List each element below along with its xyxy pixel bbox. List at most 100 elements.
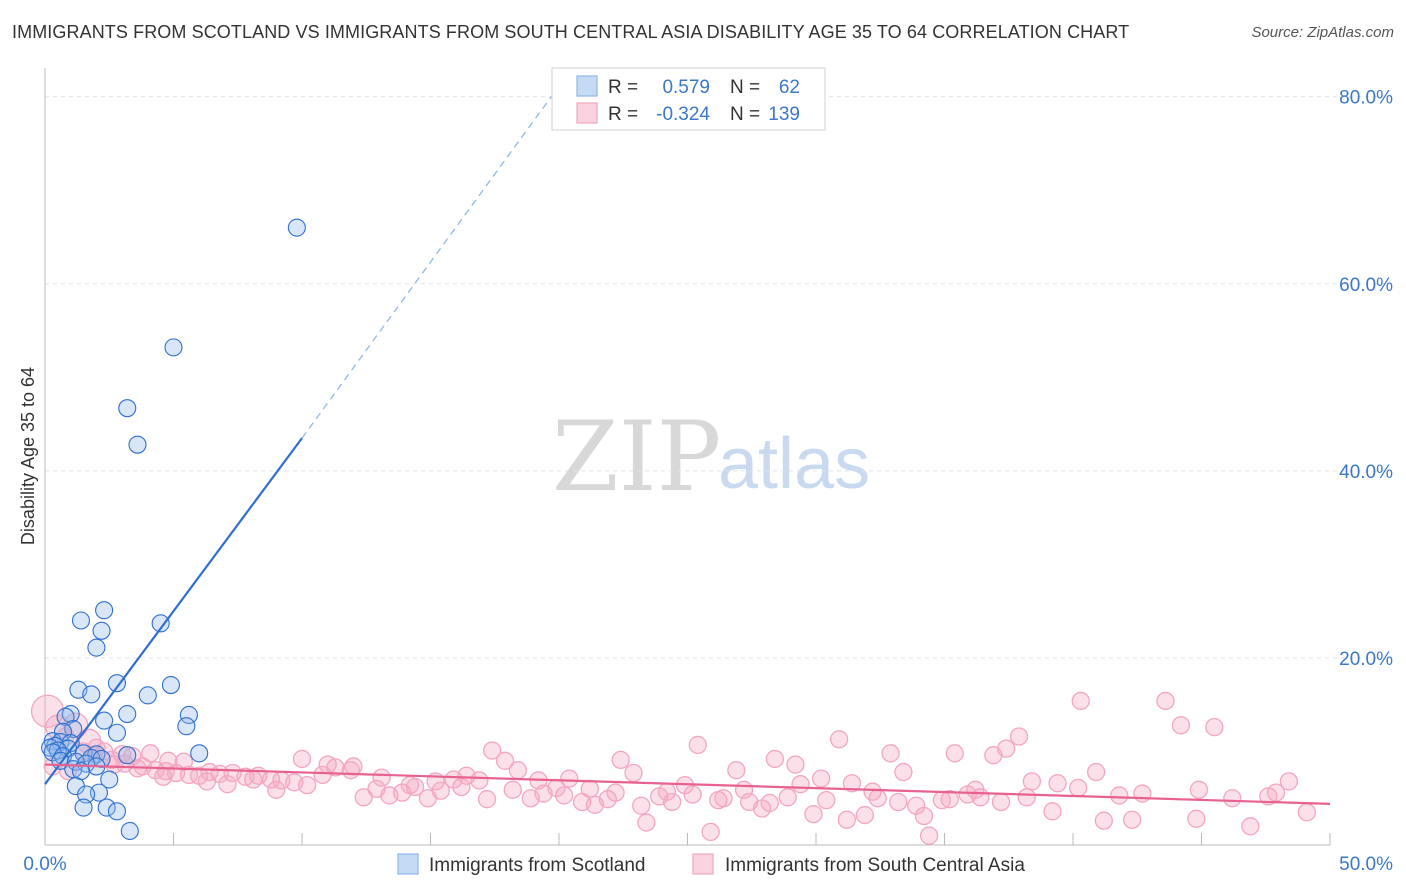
point-south-central-asia [174,752,193,771]
point-scotland [128,435,147,454]
gridlines [45,96,1392,659]
point-south-central-asia [354,788,373,807]
point-south-central-asia [508,761,528,780]
y-tick-label: 20.0% [1339,649,1393,670]
point-south-central-asia [778,788,797,807]
x-tick-label-max: 50.0% [1339,854,1393,875]
point-south-central-asia [606,783,625,802]
point-south-central-asia [662,792,682,812]
point-south-central-asia [1071,691,1090,711]
point-south-central-asia [889,792,908,812]
watermark-zip: ZIP [552,401,721,513]
point-south-central-asia [554,786,574,805]
point-south-central-asia [292,749,312,769]
point-south-central-asia [495,751,515,770]
point-south-central-asia [855,805,874,825]
point-south-central-asia [945,744,964,763]
watermark-atlas: atlas [718,424,870,504]
point-south-central-asia [1094,811,1113,830]
point-south-central-asia [400,775,420,795]
source-credit: Source: ZipAtlas.com [1251,24,1394,41]
point-scotland [97,798,116,817]
point-south-central-asia [811,769,831,788]
point-south-central-asia [829,730,849,749]
y-tick-label: 60.0% [1339,275,1393,296]
point-south-central-asia [881,744,900,763]
point-south-central-asia [701,822,720,842]
legend-swatch-scotland [397,853,419,875]
point-scotland [61,704,80,724]
point-south-central-asia [863,782,882,801]
point-south-central-asia [503,780,522,799]
point-south-central-asia [734,780,754,799]
axes [44,68,1331,846]
point-south-central-asia [1205,717,1224,737]
point-south-central-asia [372,768,391,787]
point-south-central-asia [1048,774,1067,793]
point-south-central-asia [1189,780,1209,799]
point-scotland [92,621,111,640]
point-scotland [87,638,106,657]
point-south-central-asia [624,763,643,783]
point-scotland [138,686,157,705]
point-south-central-asia [786,755,805,774]
point-south-central-asia [1068,778,1088,798]
point-south-central-asia [244,770,263,789]
trend-line-scotland [44,437,303,785]
point-south-central-asia [1022,772,1042,791]
point-south-central-asia [760,793,779,813]
point-south-central-asia [657,782,677,801]
point-scotland [107,674,127,693]
point-south-central-asia [804,804,823,824]
point-scotland [64,719,83,739]
point-south-central-asia [637,813,656,832]
stats-n-label-1: N = [730,77,760,98]
legend-label-scotland: Immigrants from Scotland [429,855,645,876]
point-south-central-asia [477,790,497,809]
trend-lines [44,96,1331,805]
point-south-central-asia [837,810,856,829]
point-scotland [82,685,101,704]
point-south-central-asia [683,785,702,804]
point-south-central-asia [997,739,1016,758]
point-south-central-asia [940,790,959,809]
point-south-central-asia [765,749,785,769]
trend-line-south-central-asia [44,763,1331,805]
point-south-central-asia [611,750,630,770]
point-south-central-asia [1122,810,1142,829]
y-tick-label: 80.0% [1339,88,1393,109]
stats-r-label-2: R = [608,104,638,125]
stats-r-value-1: 0.579 [662,77,710,98]
point-south-central-asia [30,694,65,728]
point-scotland [95,711,114,730]
stats-swatch-south-central-asia [576,102,598,124]
y-axis-label: Disability Age 35 to 64 [18,367,38,545]
point-scotland [74,798,93,817]
point-south-central-asia [580,779,599,799]
stats-r-label-1: R = [608,77,638,98]
trend-line-scotland-extrapolated [301,96,552,439]
point-south-central-asia [919,826,939,845]
point-south-central-asia [1133,784,1152,803]
x-tick-label-min: 0.0% [23,854,66,875]
x-tick-labels: 0.0% 50.0% [23,854,1393,875]
point-south-central-asia [431,781,450,800]
y-tick-labels: 20.0% 40.0% 60.0% 80.0% [1339,88,1393,670]
point-south-central-asia [297,775,317,795]
point-south-central-asia [791,775,810,794]
point-scotland [287,218,306,237]
point-south-central-asia [1156,691,1175,711]
point-south-central-asia [1086,762,1106,782]
point-south-central-asia [1110,786,1129,805]
point-scotland [71,611,91,630]
chart-title: IMMIGRANTS FROM SCOTLAND VS IMMIGRANTS F… [12,22,1130,42]
point-south-central-asia [1266,783,1286,802]
stats-swatch-scotland [576,75,598,97]
point-south-central-asia [966,780,985,799]
point-south-central-asia [560,769,579,788]
point-scotland [118,704,137,724]
point-scotland [179,705,198,725]
point-scotland [95,601,114,620]
legend: Immigrants from Scotland Immigrants from… [397,853,1025,876]
